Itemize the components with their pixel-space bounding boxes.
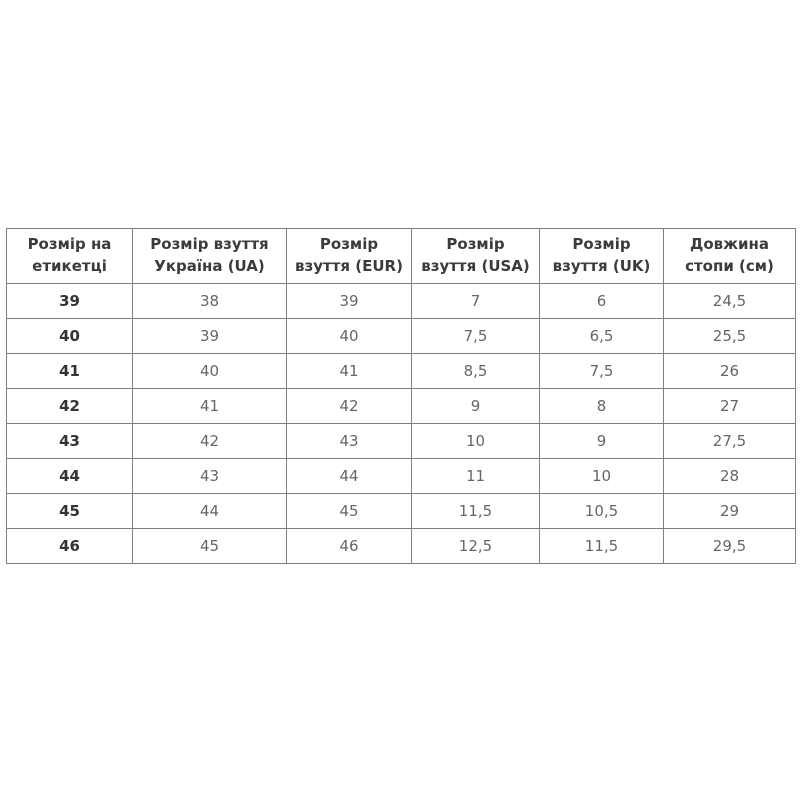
column-header-uk-size: Розмір взуття (UK) (539, 228, 664, 284)
cell-ua-size: 41 (132, 388, 287, 424)
cell-label-size: 39 (6, 283, 133, 319)
cell-uk-size: 11,5 (539, 528, 664, 564)
cell-uk-size: 8 (539, 388, 664, 424)
cell-label-size: 45 (6, 493, 133, 529)
cell-uk-size: 9 (539, 423, 664, 459)
cell-eur-size: 39 (286, 283, 412, 319)
cell-eur-size: 43 (286, 423, 412, 459)
table-row: 40 39 40 7,5 6,5 25,5 (6, 318, 796, 354)
column-header-foot-length: Довжина стопи (см) (663, 228, 796, 284)
cell-usa-size: 9 (411, 388, 540, 424)
cell-ua-size: 45 (132, 528, 287, 564)
cell-usa-size: 10 (411, 423, 540, 459)
cell-ua-size: 44 (132, 493, 287, 529)
cell-eur-size: 40 (286, 318, 412, 354)
shoe-size-table-container: Розмір на етикетці Розмір взуття Україна… (6, 228, 796, 564)
cell-ua-size: 43 (132, 458, 287, 494)
cell-label-size: 40 (6, 318, 133, 354)
cell-uk-size: 6,5 (539, 318, 664, 354)
cell-foot-length: 25,5 (663, 318, 796, 354)
cell-usa-size: 11 (411, 458, 540, 494)
cell-uk-size: 7,5 (539, 353, 664, 389)
cell-usa-size: 7 (411, 283, 540, 319)
cell-usa-size: 8,5 (411, 353, 540, 389)
cell-foot-length: 26 (663, 353, 796, 389)
cell-eur-size: 46 (286, 528, 412, 564)
column-header-usa-size: Розмір взуття (USA) (411, 228, 540, 284)
table-header-row: Розмір на етикетці Розмір взуття Україна… (6, 228, 796, 284)
cell-label-size: 44 (6, 458, 133, 494)
cell-foot-length: 27,5 (663, 423, 796, 459)
cell-label-size: 43 (6, 423, 133, 459)
cell-foot-length: 27 (663, 388, 796, 424)
cell-eur-size: 41 (286, 353, 412, 389)
cell-foot-length: 28 (663, 458, 796, 494)
column-header-eur-size: Розмір взуття (EUR) (286, 228, 412, 284)
cell-label-size: 42 (6, 388, 133, 424)
table-row: 41 40 41 8,5 7,5 26 (6, 353, 796, 389)
cell-uk-size: 10 (539, 458, 664, 494)
cell-ua-size: 39 (132, 318, 287, 354)
cell-eur-size: 42 (286, 388, 412, 424)
cell-label-size: 46 (6, 528, 133, 564)
table-row: 42 41 42 9 8 27 (6, 388, 796, 424)
cell-eur-size: 45 (286, 493, 412, 529)
table-row: 43 42 43 10 9 27,5 (6, 423, 796, 459)
cell-foot-length: 29 (663, 493, 796, 529)
cell-ua-size: 40 (132, 353, 287, 389)
cell-uk-size: 6 (539, 283, 664, 319)
table-row: 44 43 44 11 10 28 (6, 458, 796, 494)
cell-ua-size: 38 (132, 283, 287, 319)
cell-uk-size: 10,5 (539, 493, 664, 529)
cell-label-size: 41 (6, 353, 133, 389)
table-row: 46 45 46 12,5 11,5 29,5 (6, 528, 796, 564)
table-row: 39 38 39 7 6 24,5 (6, 283, 796, 319)
cell-foot-length: 24,5 (663, 283, 796, 319)
cell-ua-size: 42 (132, 423, 287, 459)
cell-usa-size: 7,5 (411, 318, 540, 354)
cell-usa-size: 11,5 (411, 493, 540, 529)
column-header-ua-size: Розмір взуття Україна (UA) (132, 228, 287, 284)
shoe-size-table: Розмір на етикетці Розмір взуття Україна… (6, 228, 796, 564)
cell-eur-size: 44 (286, 458, 412, 494)
cell-foot-length: 29,5 (663, 528, 796, 564)
table-row: 45 44 45 11,5 10,5 29 (6, 493, 796, 529)
column-header-label-size: Розмір на етикетці (6, 228, 133, 284)
cell-usa-size: 12,5 (411, 528, 540, 564)
